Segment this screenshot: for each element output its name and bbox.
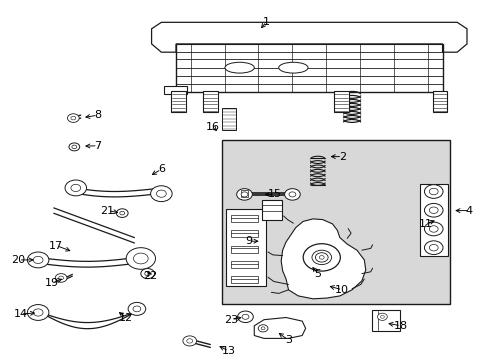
Bar	[240, 190, 248, 197]
Text: 19: 19	[45, 278, 59, 288]
Circle shape	[428, 244, 437, 251]
Text: 18: 18	[393, 321, 407, 331]
Circle shape	[156, 190, 166, 197]
Bar	[419, 184, 447, 256]
Circle shape	[33, 309, 43, 316]
Circle shape	[261, 327, 264, 330]
Text: 7: 7	[94, 141, 101, 151]
Circle shape	[288, 192, 295, 197]
Circle shape	[303, 244, 340, 271]
Circle shape	[133, 306, 141, 312]
Circle shape	[242, 314, 248, 319]
Circle shape	[59, 276, 63, 280]
Circle shape	[126, 248, 155, 269]
Circle shape	[284, 189, 300, 200]
Circle shape	[27, 305, 49, 320]
Circle shape	[71, 116, 76, 120]
Circle shape	[377, 313, 386, 320]
Bar	[225, 209, 265, 286]
Bar	[371, 310, 399, 331]
Circle shape	[183, 336, 196, 346]
Bar	[432, 91, 447, 112]
Circle shape	[67, 114, 79, 122]
Bar	[203, 91, 217, 112]
Circle shape	[120, 211, 124, 215]
Text: 22: 22	[143, 271, 158, 281]
Circle shape	[133, 253, 148, 264]
Circle shape	[69, 143, 80, 151]
Bar	[230, 230, 257, 238]
Circle shape	[116, 209, 128, 217]
Text: 13: 13	[222, 346, 235, 356]
Circle shape	[150, 186, 172, 202]
Text: 8: 8	[94, 110, 101, 120]
Circle shape	[315, 253, 327, 262]
Circle shape	[237, 311, 253, 323]
Circle shape	[65, 180, 86, 196]
Text: 20: 20	[12, 255, 25, 265]
Bar	[230, 261, 257, 268]
Circle shape	[319, 256, 324, 259]
Ellipse shape	[278, 62, 307, 73]
Bar	[230, 215, 257, 222]
Text: 3: 3	[285, 335, 291, 345]
Text: 6: 6	[158, 164, 164, 174]
Circle shape	[141, 269, 154, 279]
Circle shape	[186, 339, 192, 343]
Text: 11: 11	[418, 219, 431, 229]
Circle shape	[424, 241, 442, 255]
Polygon shape	[151, 22, 466, 52]
Circle shape	[424, 185, 442, 198]
Circle shape	[241, 192, 247, 197]
Circle shape	[424, 203, 442, 217]
Circle shape	[428, 226, 437, 232]
Text: 1: 1	[263, 17, 269, 27]
Text: 4: 4	[465, 206, 472, 216]
Circle shape	[428, 207, 437, 213]
Text: 21: 21	[101, 206, 114, 216]
Circle shape	[71, 184, 81, 192]
Bar	[171, 91, 185, 112]
Ellipse shape	[224, 62, 254, 73]
Circle shape	[144, 271, 150, 276]
Circle shape	[236, 189, 252, 200]
Circle shape	[27, 252, 49, 268]
Bar	[333, 91, 348, 112]
Bar	[163, 86, 187, 94]
Circle shape	[424, 222, 442, 236]
Text: 17: 17	[49, 240, 63, 251]
Text: 14: 14	[14, 309, 27, 319]
Polygon shape	[254, 318, 305, 338]
Bar	[230, 276, 257, 283]
Text: 2: 2	[338, 152, 345, 162]
Circle shape	[55, 274, 67, 282]
Text: 5: 5	[314, 269, 321, 279]
Text: 23: 23	[224, 315, 238, 325]
Circle shape	[311, 250, 331, 265]
Circle shape	[128, 302, 145, 315]
Bar	[222, 140, 449, 304]
Circle shape	[380, 315, 384, 318]
Bar	[230, 246, 257, 253]
Circle shape	[72, 145, 77, 149]
Polygon shape	[281, 219, 365, 299]
Text: 12: 12	[119, 312, 133, 323]
Circle shape	[258, 325, 267, 332]
Text: 16: 16	[205, 122, 219, 132]
Bar	[222, 108, 236, 130]
Text: 9: 9	[244, 236, 251, 246]
Circle shape	[33, 256, 43, 264]
Text: 15: 15	[267, 189, 281, 199]
Bar	[261, 200, 282, 220]
Circle shape	[428, 188, 437, 195]
Text: 10: 10	[335, 285, 348, 295]
